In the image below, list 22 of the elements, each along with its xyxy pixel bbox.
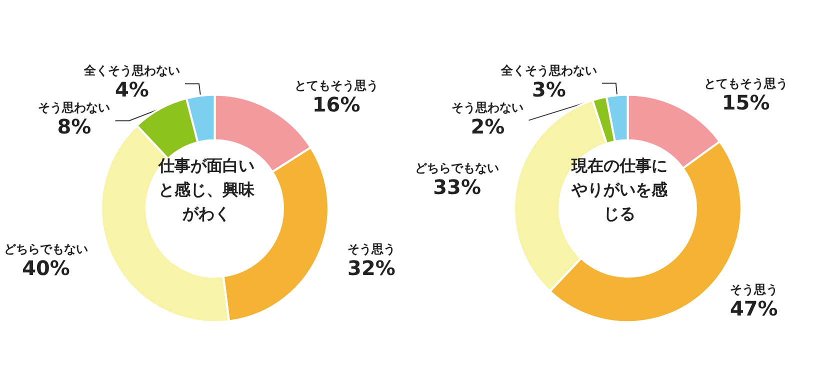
- data-label: 16%: [312, 92, 360, 116]
- slice-label: そう思わない: [38, 100, 110, 115]
- data-label: 15%: [722, 90, 770, 114]
- slice-label: そう思う: [730, 282, 778, 297]
- slice-label: とてもそう思う: [704, 76, 788, 90]
- data-label: 2%: [470, 114, 505, 138]
- data-label: 33%: [433, 175, 481, 200]
- data-label: 32%: [348, 256, 396, 280]
- data-label: 47%: [730, 296, 778, 321]
- data-label: 40%: [22, 256, 70, 280]
- slice-label: そう思わない: [452, 100, 524, 114]
- data-label: 8%: [57, 114, 92, 139]
- slice-label: どちらでもない: [4, 242, 88, 256]
- data-label: 4%: [115, 78, 149, 102]
- slice-label: そう思う: [347, 242, 396, 256]
- slice-label: 全くそう思わない: [83, 64, 180, 78]
- data-label: 3%: [532, 77, 566, 102]
- slice-label: 全くそう思わない: [500, 63, 597, 78]
- text: 仕事が面白いと感じ、興味がわく: [158, 156, 256, 223]
- slice-label: とてもそう思う: [294, 78, 378, 92]
- text: 現在の仕事にやりがいを感じる: [570, 156, 668, 223]
- slice-label: どちらでもない: [415, 161, 500, 176]
